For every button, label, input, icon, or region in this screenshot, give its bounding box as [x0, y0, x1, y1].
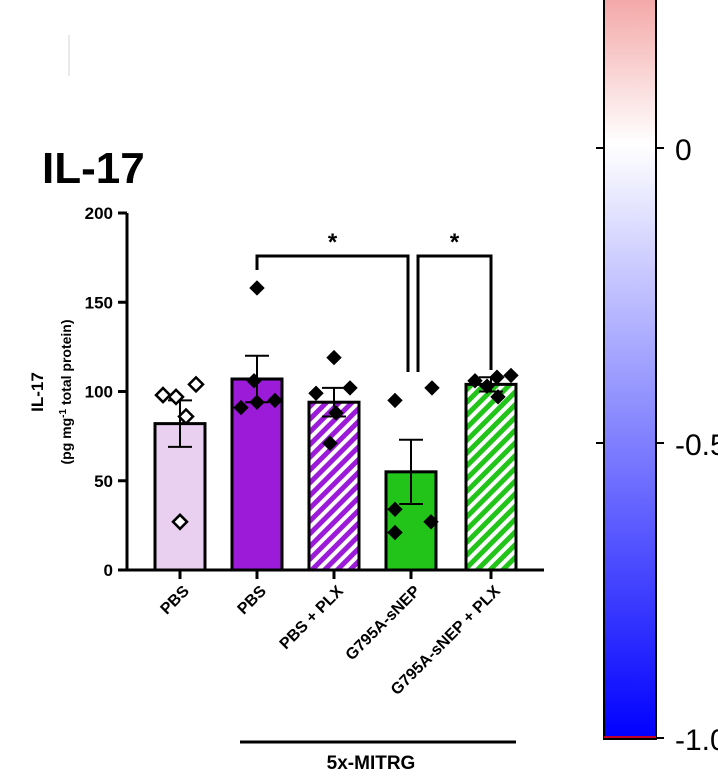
x-tick-label: G795A-sNEP: [343, 583, 424, 664]
data-point: [489, 369, 505, 385]
data-point: [267, 392, 283, 409]
x-tick-label: PBS: [235, 583, 271, 619]
data-point: [387, 392, 403, 409]
data-point: [246, 373, 262, 389]
x-tick-label: PBS: [158, 583, 194, 619]
data-point: [171, 513, 189, 531]
y-tick-label: 100: [85, 383, 113, 402]
y-axis-sublabel: (pg mg-1 total protein): [58, 320, 74, 465]
data-point: [177, 407, 195, 426]
data-point: [328, 405, 344, 421]
data-point: [503, 367, 519, 384]
data-point: [249, 280, 265, 296]
group-label: 5x-MITRG: [327, 753, 416, 774]
data-point: [387, 524, 403, 541]
data-point: [322, 435, 338, 451]
bar: [464, 382, 518, 572]
significance-brackets: * *: [255, 229, 493, 372]
y-tick-label: 150: [85, 293, 113, 312]
data-point: [167, 388, 185, 406]
significance-bracket: [255, 254, 410, 372]
y-tick-label: 50: [94, 472, 113, 491]
x-tick-label: PBS + PLX: [277, 583, 347, 653]
significance-label: *: [328, 229, 338, 256]
significance-label: *: [450, 229, 460, 256]
data-point: [308, 385, 324, 401]
data-point: [342, 380, 358, 396]
data-point: [387, 501, 403, 518]
colorbar-gradient: [603, 0, 657, 740]
data-point: [467, 373, 483, 389]
colorbar-tick-label: -1.0: [675, 724, 718, 757]
colorbar-tick-label: 0: [675, 134, 692, 167]
y-axis-label: IL-17: [28, 372, 47, 412]
bar: [307, 400, 361, 572]
data-point: [249, 394, 265, 410]
colorbar: 0 -0.5 -1.0: [596, 0, 718, 757]
data-point: [326, 349, 342, 366]
chart-title: IL-17: [42, 144, 145, 193]
data-point: [490, 389, 506, 405]
y-tick-label: 200: [85, 204, 113, 223]
data-point: [154, 386, 172, 404]
data-point: [479, 378, 495, 394]
data-point: [423, 514, 439, 530]
data-point: [233, 399, 249, 416]
significance-bracket: [416, 254, 493, 372]
data-points: [154, 280, 519, 541]
x-axis: [126, 568, 544, 579]
y-axis: 0 50 100 150 200: [85, 204, 129, 580]
colorbar-tick-label: -0.5: [675, 429, 718, 462]
data-point: [187, 375, 205, 394]
y-tick-label: 0: [104, 561, 113, 580]
data-point: [424, 380, 440, 396]
